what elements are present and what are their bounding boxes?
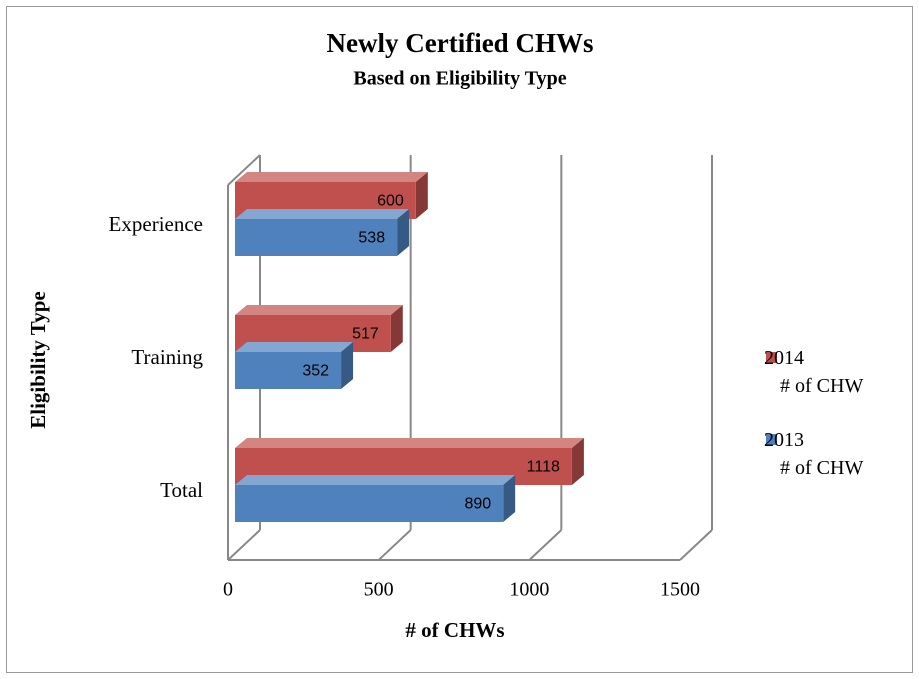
bar-top	[235, 342, 354, 352]
legend-swatch	[766, 434, 777, 445]
legend-label: 2013 # of CHW	[764, 429, 864, 479]
y-tick-label: Training	[131, 345, 203, 369]
bar-top	[235, 438, 584, 448]
bar-side	[397, 209, 410, 256]
legend-item: 2014 # of CHW	[764, 347, 864, 397]
bar-top	[235, 475, 516, 485]
bar-top	[235, 209, 410, 219]
chart-subtitle: Based on Eligibility Type	[353, 68, 566, 90]
bar-top	[235, 305, 403, 315]
x-tick-label: 500	[364, 579, 394, 601]
left-wall-edge	[227, 154, 261, 186]
bar-side	[415, 172, 428, 219]
x-axis-label: # of CHWs	[405, 618, 504, 642]
data-label: 352	[302, 363, 329, 380]
x-tick-label: 1500	[660, 579, 700, 601]
y-axis-label: Eligibility Type	[26, 291, 50, 429]
y-tick-label: Experience	[109, 212, 203, 236]
x-tick-label: 0	[223, 579, 233, 601]
bar-side	[503, 475, 516, 522]
bar-top	[235, 172, 428, 182]
data-label: 517	[352, 326, 379, 343]
bar-side	[390, 305, 403, 352]
grid-line-floor	[377, 529, 412, 561]
x-tick-label: 1000	[509, 579, 549, 601]
legend-swatch	[766, 352, 777, 363]
data-label: 600	[377, 193, 404, 210]
bar	[235, 219, 398, 256]
legend-item: 2013 # of CHW	[764, 429, 864, 479]
data-label: 1118	[527, 459, 560, 476]
chart-title: Newly Certified CHWs	[327, 28, 594, 58]
bar-side	[571, 438, 584, 485]
bar-side	[341, 342, 354, 389]
legend-label: 2014 # of CHW	[764, 347, 864, 397]
bar	[235, 485, 504, 522]
grid-line-floor	[528, 529, 563, 561]
data-label: 890	[464, 496, 491, 513]
y-tick-label: Total	[160, 478, 203, 502]
chart-border	[6, 6, 913, 673]
data-label: 538	[358, 230, 385, 247]
grid-line-floor	[679, 529, 713, 561]
bar	[235, 352, 342, 389]
grid-line-floor	[227, 529, 261, 561]
